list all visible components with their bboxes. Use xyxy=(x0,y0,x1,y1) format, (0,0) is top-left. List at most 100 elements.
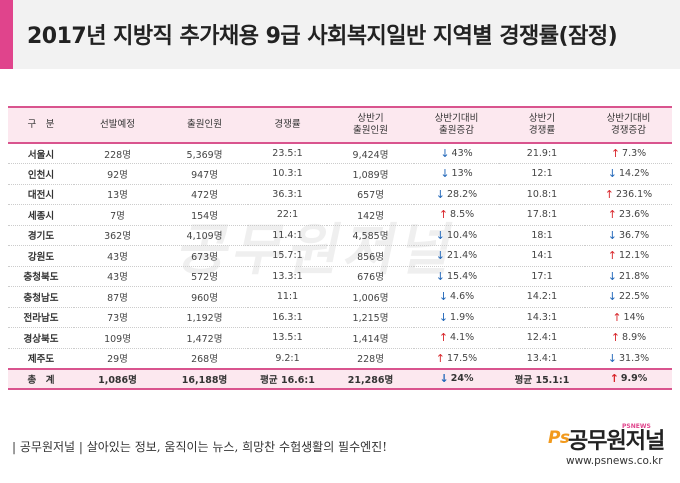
arrow-up-icon: ↑ xyxy=(607,249,618,263)
cell-ratio-change: ↑ 14% xyxy=(585,307,672,328)
cell-planned: 73명 xyxy=(74,307,161,328)
competition-table: 구 분 선발예정 출원인원 경쟁률 상반기 출원인원 상반기대비 출원증감 상반기 경쟁률 상반기대… xyxy=(8,106,672,390)
arrow-down-icon: ↓ xyxy=(438,290,449,304)
site-url: www.psnews.co.kr xyxy=(566,455,663,467)
cell-ratio: 평균 16.6:1 xyxy=(248,367,327,390)
cell-applicants: 5,369명 xyxy=(161,143,248,164)
cell-ratio-change: ↓ 36.7% xyxy=(585,225,672,246)
header-applicant-change: 상반기대비 출원증감 xyxy=(414,106,499,144)
cell-planned: 43명 xyxy=(74,245,161,267)
arrow-down-icon: ↓ xyxy=(607,351,618,365)
arrow-up-icon: ↑ xyxy=(438,331,449,345)
change-value: 10.4% xyxy=(447,229,478,241)
cell-ratio-change: ↑ 12.1% xyxy=(585,245,672,267)
arrow-down-icon: ↓ xyxy=(438,310,449,324)
arrow-down-icon: ↓ xyxy=(435,187,446,201)
change-value: 23.6% xyxy=(619,209,650,221)
cell-h1-applicants: 676명 xyxy=(327,266,414,287)
cell-ratio: 10.3:1 xyxy=(248,163,327,185)
change-value: 7.3% xyxy=(622,148,647,159)
arrow-down-icon: ↓ xyxy=(607,290,618,304)
table-row: 강원도 43명 673명 15.7:1 856명 ↓ 21.4% 14:1 ↑ 12.1% xyxy=(8,245,672,267)
cell-planned: 362명 xyxy=(74,225,161,246)
cell-h1-applicants: 1,414명 xyxy=(327,327,414,349)
cell-h1-ratio: 17:1 xyxy=(499,266,585,287)
table-row: 세종시 7명 154명 22:1 142명 ↑ 8.5% 17.8:1 ↑ 23.6% xyxy=(8,204,672,226)
arrow-down-icon: ↓ xyxy=(439,372,449,385)
arrow-down-icon: ↓ xyxy=(435,269,446,283)
cell-h1-ratio: 13.4:1 xyxy=(499,348,585,369)
cell-applicant-change: ↓ 4.6% xyxy=(414,286,499,308)
table-row: 충청북도 43명 572명 13.3:1 676명 ↓ 15.4% 17:1 ↓ 21.8% xyxy=(8,266,672,287)
cell-planned: 7명 xyxy=(74,204,161,226)
cell-ratio: 36.3:1 xyxy=(248,184,327,205)
cell-h1-ratio: 14:1 xyxy=(499,245,585,267)
header-ratio-change: 상반기대비 경쟁증감 xyxy=(585,106,672,144)
cell-applicants: 4,109명 xyxy=(161,225,248,246)
cell-region: 인천시 xyxy=(8,163,74,185)
cell-ratio-change: ↓ 21.8% xyxy=(585,266,672,287)
arrow-down-icon: ↓ xyxy=(607,269,618,283)
logo-small-text: PSNEWS xyxy=(622,423,651,430)
header-line: 선발예정 xyxy=(100,119,135,130)
cell-ratio: 11.4:1 xyxy=(248,225,327,246)
change-value: 36.7% xyxy=(619,229,650,241)
cell-planned: 109명 xyxy=(74,327,161,349)
cell-ratio: 9.2:1 xyxy=(248,348,327,369)
cell-planned: 13명 xyxy=(74,184,161,205)
cell-applicant-change: ↓ 28.2% xyxy=(414,184,499,205)
arrow-down-icon: ↓ xyxy=(435,228,446,242)
cell-applicant-change: ↑ 8.5% xyxy=(414,204,499,226)
change-value: 28.2% xyxy=(447,188,478,200)
logo-text: 공무원저널 xyxy=(568,429,665,454)
cell-planned: 29명 xyxy=(74,348,161,369)
cell-ratio-change: ↑ 236.1% xyxy=(585,184,672,205)
logo-ps-mark: Ps xyxy=(548,428,570,448)
cell-region: 충청남도 xyxy=(8,286,74,308)
cell-planned: 228명 xyxy=(74,143,161,164)
cell-region: 서울시 xyxy=(8,143,74,164)
cell-applicants: 947명 xyxy=(161,163,248,185)
arrow-up-icon: ↑ xyxy=(607,208,618,222)
table-row: 인천시 92명 947명 10.3:1 1,089명 ↓ 13% 12:1 ↓ 14.2% xyxy=(8,163,672,185)
cell-planned: 43명 xyxy=(74,266,161,287)
header-line: 구 분 xyxy=(27,119,55,130)
cell-region: 제주도 xyxy=(8,348,74,369)
cell-h1-ratio: 17.8:1 xyxy=(499,204,585,226)
arrow-up-icon: ↑ xyxy=(612,310,622,324)
change-value: 17.5% xyxy=(447,352,478,364)
cell-applicant-change: ↑ 17.5% xyxy=(414,348,499,369)
header-applicants: 출원인원 xyxy=(161,106,248,144)
table-total-row: 총 계 1,086명 16,188명 평균 16.6:1 21,286명 ↓ 24% 평균 1… xyxy=(8,367,672,390)
header-line: 상반기대비 xyxy=(434,113,479,124)
cell-planned: 1,086명 xyxy=(74,367,161,390)
cell-ratio: 13.3:1 xyxy=(248,266,327,287)
header-planned: 선발예정 xyxy=(74,106,161,144)
cell-region: 충청북도 xyxy=(8,266,74,287)
cell-region: 세종시 xyxy=(8,204,74,226)
cell-planned: 92명 xyxy=(74,163,161,185)
change-value: 8.9% xyxy=(622,332,647,344)
cell-applicant-change: ↓ 13% xyxy=(414,163,499,185)
cell-applicants: 572명 xyxy=(161,266,248,287)
cell-h1-applicants: 1,215명 xyxy=(327,307,414,328)
arrow-down-icon: ↓ xyxy=(440,167,450,181)
header-region: 구 분 xyxy=(8,106,74,144)
cell-applicants: 1,192명 xyxy=(161,307,248,328)
cell-applicants: 1,472명 xyxy=(161,327,248,349)
arrow-up-icon: ↑ xyxy=(435,351,446,365)
change-value: 43% xyxy=(451,148,473,159)
cell-h1-applicants: 9,424명 xyxy=(327,143,414,164)
table-row: 경상북도 109명 1,472명 13.5:1 1,414명 ↑ 4.1% 12.4:1 ↑ 8.… xyxy=(8,327,672,349)
change-value: 13% xyxy=(451,168,473,180)
header-line: 경쟁증감 xyxy=(611,125,646,136)
cell-planned: 87명 xyxy=(74,286,161,308)
cell-region: 대전시 xyxy=(8,184,74,205)
change-value: 4.6% xyxy=(450,291,475,303)
change-value: 9.9% xyxy=(620,373,648,384)
header-line: 상반기 xyxy=(357,113,384,124)
header-line: 경쟁률 xyxy=(528,125,556,136)
cell-applicants: 154명 xyxy=(161,204,248,226)
footer-slogan: | 공무원저널 | 살아있는 정보, 움직이는 뉴스, 희망찬 수험생활의 필수… xyxy=(12,440,388,454)
cell-ratio: 11:1 xyxy=(248,286,327,308)
